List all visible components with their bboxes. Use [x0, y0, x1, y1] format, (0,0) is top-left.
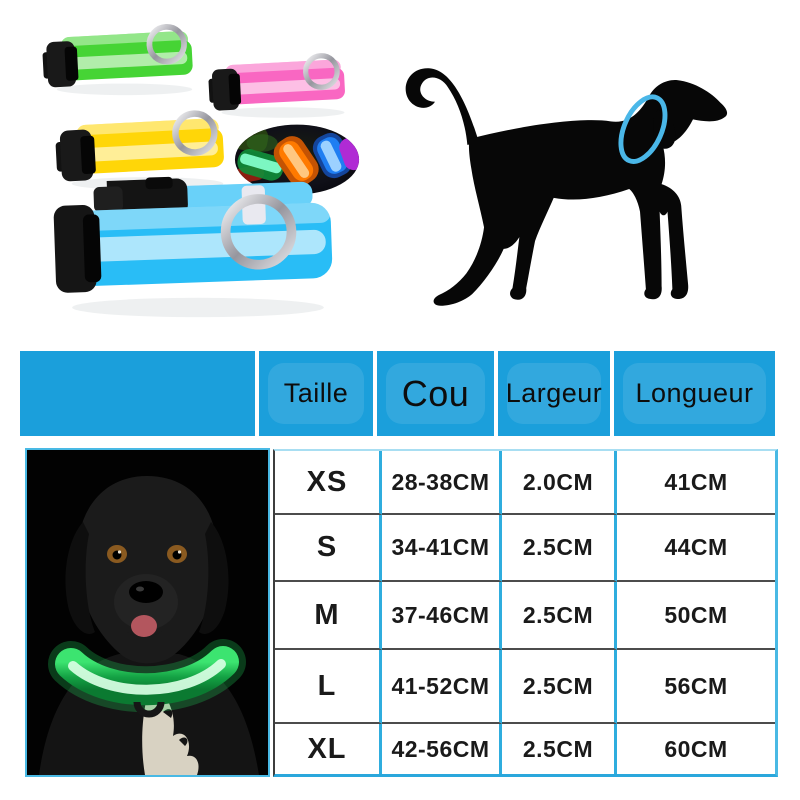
cell-size: L [275, 650, 382, 724]
collar-d-ring [133, 701, 165, 718]
size-chart-header-row: Taille Cou Largeur Longueur [20, 351, 775, 436]
green-led-collar-on-dog [48, 639, 246, 718]
cell-largeur: 2.5CM [502, 582, 617, 650]
header-largeur: Largeur [498, 351, 610, 436]
glow-collar-orange [273, 136, 319, 186]
header-cou: Cou [377, 351, 494, 436]
dog-photo [27, 450, 268, 775]
led-strip [72, 229, 326, 263]
cell-cou: 42-56CM [382, 724, 502, 774]
neck-measure-ring [618, 94, 668, 164]
glow-collage-photo [234, 124, 360, 195]
cell-size: XL [275, 724, 382, 774]
cell-size: M [275, 582, 382, 650]
cell-largeur: 2.5CM [502, 724, 617, 774]
header-longueur: Longueur [614, 351, 775, 436]
glow-collar-green [237, 149, 284, 181]
size-chart-table: XS 28-38CM 2.0CM 41CM S 34-41CM 2.5CM 44… [273, 449, 778, 777]
dog-tail [405, 68, 480, 145]
cell-longueur: 41CM [617, 451, 775, 515]
cell-cou: 37-46CM [382, 582, 502, 650]
header-taille: Taille [259, 351, 373, 436]
dog-body [433, 80, 728, 306]
cell-largeur: 2.5CM [502, 515, 617, 582]
cell-longueur: 60CM [664, 735, 728, 762]
cell-longueur: 44CM [617, 515, 775, 582]
cell-size: S [275, 515, 382, 582]
cell-cou: 28-38CM [382, 451, 502, 515]
cell-largeur: 2.0CM [502, 451, 617, 515]
dog-silhouette-neck-measure [405, 68, 728, 306]
cell-longueur: 50CM [617, 582, 775, 650]
green-collar-photo [42, 18, 207, 98]
blue-collar-photo [53, 176, 333, 318]
cell-size: XS [275, 451, 382, 515]
cell-cou: 41-52CM [382, 650, 502, 724]
header-blank-cell [20, 351, 255, 436]
cell-longueur: 56CM [617, 650, 775, 724]
cell-largeur: 2.5CM [502, 650, 617, 724]
cell-cou: 34-41CM [382, 515, 502, 582]
d-ring [220, 194, 297, 270]
dog-photo-cell [25, 448, 270, 777]
